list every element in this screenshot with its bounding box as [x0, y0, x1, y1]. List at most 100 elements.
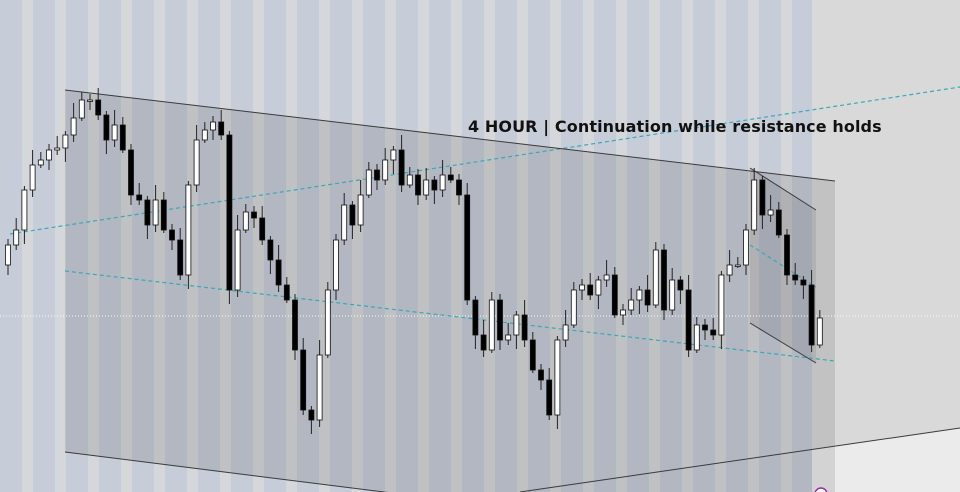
session-stripe [583, 0, 594, 492]
session-stripe [627, 0, 649, 492]
candle-bearish [521, 314, 528, 341]
candle-bearish [169, 229, 175, 241]
alert-marker-icon [814, 487, 828, 492]
session-stripe [220, 0, 231, 492]
candle-bullish [628, 299, 635, 311]
session-stripe [154, 0, 165, 492]
session-stripe [495, 0, 517, 492]
session-stripe [484, 0, 495, 492]
candle-bearish [292, 299, 298, 351]
candle-bearish [702, 324, 708, 331]
candle-bearish [611, 274, 618, 316]
session-stripe [682, 0, 693, 492]
session-stripe [616, 0, 627, 492]
candle-bearish [275, 259, 282, 286]
candle-bearish [685, 289, 692, 351]
session-stripe [462, 0, 484, 492]
candle-bullish [87, 99, 93, 102]
session-stripe [286, 0, 297, 492]
session-stripe [429, 0, 451, 492]
candle-bearish [103, 114, 110, 141]
candle-bullish [513, 314, 520, 336]
candle-bullish [620, 309, 626, 316]
candle-bearish [661, 249, 667, 311]
candle-bearish [677, 279, 684, 291]
candle-bearish [538, 369, 544, 381]
candle-bearish [144, 199, 151, 226]
candle-bearish [308, 409, 315, 421]
candle-bearish [177, 239, 184, 276]
candle-bullish [734, 264, 741, 267]
candle-bullish [70, 117, 77, 136]
session-stripe [792, 0, 812, 492]
session-stripe [649, 0, 660, 492]
candle-bullish [29, 164, 36, 191]
session-stripe [253, 0, 264, 492]
candle-bullish [242, 211, 249, 231]
candle-bullish [21, 189, 28, 231]
candle-bearish [283, 284, 290, 301]
candle-bullish [46, 149, 52, 161]
candle-bullish [185, 184, 192, 276]
candle-bearish [267, 239, 274, 261]
session-stripe [187, 0, 198, 492]
candle-bearish [497, 299, 503, 341]
candle-bullish [488, 299, 495, 351]
candle-bullish [390, 149, 397, 161]
lower-right-trendline [519, 427, 960, 492]
support-trendline [64, 451, 389, 492]
dashed-midline-lower [64, 270, 836, 362]
candle-bullish [603, 274, 610, 281]
candle-bullish [579, 284, 585, 291]
candle-bullish [333, 239, 339, 291]
channel-shade [65, 90, 835, 492]
session-stripe [418, 0, 429, 492]
candle-bullish [554, 339, 561, 416]
candle-bearish [398, 149, 405, 186]
flag-lower-line [749, 322, 817, 364]
flag-upper-line [749, 167, 817, 211]
session-stripe [22, 0, 33, 492]
session-stripe [726, 0, 748, 492]
candle-bearish [800, 279, 807, 286]
session-stripe [363, 0, 385, 492]
session-stripe [264, 0, 286, 492]
candle-bullish [193, 139, 200, 186]
session-stripe [385, 0, 396, 492]
candle-bearish [447, 174, 454, 181]
candle-bullish [505, 334, 512, 341]
candle-bullish [5, 244, 11, 266]
candle-bullish [816, 317, 823, 346]
candle-bullish [234, 229, 241, 291]
candle-bearish [775, 209, 782, 236]
session-stripe [0, 0, 22, 492]
candle-bullish [341, 204, 348, 241]
dashed-midline-upper [9, 86, 960, 235]
candle-bearish [136, 194, 143, 201]
candle-bullish [37, 159, 44, 166]
session-stripe [396, 0, 418, 492]
session-stripe [121, 0, 132, 492]
candle-bearish [587, 284, 594, 296]
session-stripe [550, 0, 561, 492]
candle-bearish [128, 149, 134, 196]
candle-bullish [406, 174, 413, 186]
candle-bearish [784, 234, 790, 276]
candle-bullish [669, 279, 676, 311]
candle-bearish [759, 179, 766, 216]
candle-bearish [792, 274, 799, 281]
candle-bullish [636, 289, 643, 301]
session-stripe [55, 0, 66, 492]
candle-bearish [218, 121, 225, 136]
session-stripe [165, 0, 187, 492]
candle-bullish [152, 199, 159, 226]
session-stripe [748, 0, 759, 492]
resistance-trendline [64, 89, 836, 182]
candle-bullish [439, 174, 446, 191]
candle-bearish [349, 204, 356, 226]
session-stripe [352, 0, 363, 492]
candle-bearish [415, 174, 421, 196]
candle-bullish [382, 159, 389, 181]
